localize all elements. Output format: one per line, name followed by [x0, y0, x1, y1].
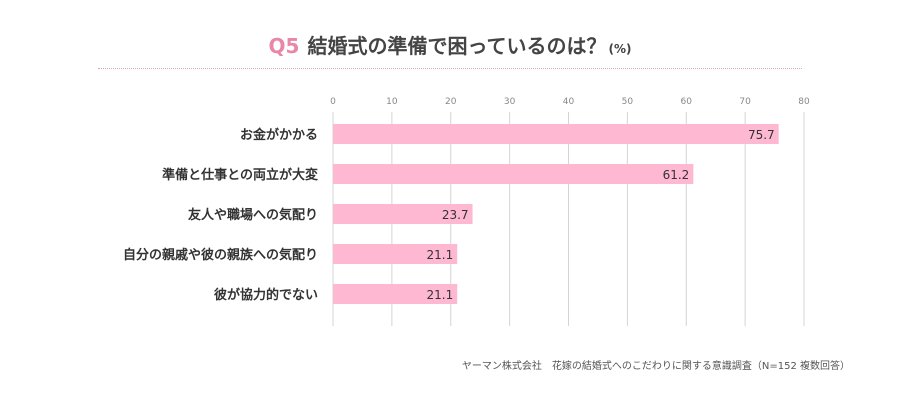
- question-label: Q5: [268, 34, 300, 58]
- chart-title: Q5 結婚式の準備で困っているのは？ (%): [0, 30, 900, 59]
- x-tick-label: 20: [445, 97, 457, 107]
- bar: [333, 244, 458, 264]
- x-tick-label: 80: [798, 97, 810, 107]
- x-tick-label: 10: [386, 97, 398, 107]
- category-label: 自分の親戚や彼の親族への気配り: [123, 247, 318, 263]
- source-note: ヤーマン株式会社 花嫁の結婚式へのこだわりに関する意識調査（N=152 複数回答…: [461, 361, 850, 372]
- data-label: 21.1: [427, 248, 454, 262]
- x-tick-label: 0: [330, 97, 336, 107]
- x-tick-label: 40: [563, 97, 575, 107]
- data-label: 61.2: [663, 168, 690, 182]
- category-label: お金がかかる: [240, 127, 318, 143]
- bar: [333, 284, 458, 304]
- bar: [333, 124, 779, 144]
- title-divider: [98, 68, 802, 69]
- data-label: 23.7: [442, 208, 469, 222]
- x-tick-label: 50: [622, 97, 634, 107]
- data-label: 21.1: [427, 288, 454, 302]
- bar: [333, 204, 473, 224]
- title-text: 結婚式の準備で困っているのは？: [307, 34, 607, 58]
- x-tick-label: 60: [681, 97, 693, 107]
- category-label: 準備と仕事との両立が大変: [162, 167, 318, 183]
- unit-label: (%): [608, 42, 632, 56]
- category-label: 友人や職場への気配り: [188, 207, 318, 223]
- bar: [333, 164, 694, 184]
- category-label: 彼が協力的でない: [214, 287, 318, 303]
- x-tick-label: 30: [504, 97, 516, 107]
- x-tick-label: 70: [739, 97, 751, 107]
- data-label: 75.7: [748, 128, 775, 142]
